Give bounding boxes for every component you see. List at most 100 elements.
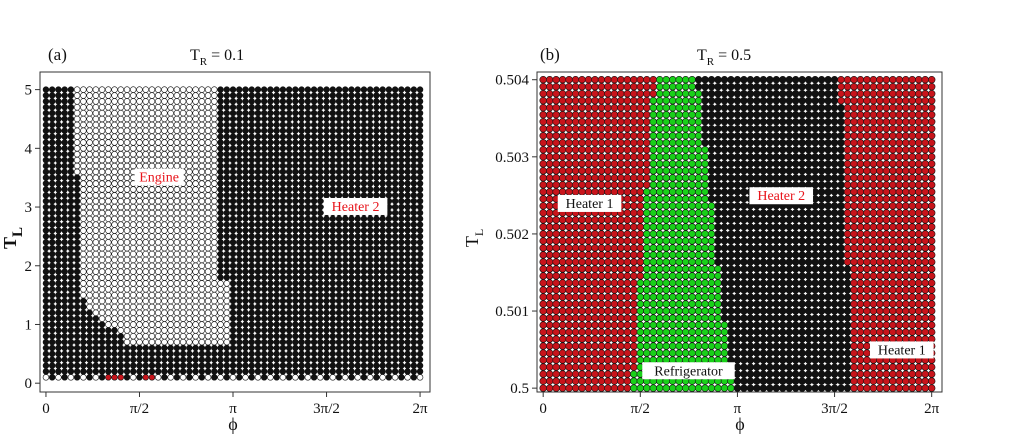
data-point (148, 104, 156, 111)
data-point (360, 156, 368, 164)
data-point (373, 186, 380, 193)
data-point (61, 168, 68, 176)
data-point (746, 370, 755, 378)
panel-a-title: TR = 0.1 (190, 47, 244, 68)
data-point (792, 377, 800, 385)
data-point (123, 256, 131, 264)
data-point (92, 256, 100, 264)
data-point (323, 338, 330, 346)
data-point (179, 256, 187, 264)
data-point (348, 286, 355, 293)
data-point (154, 286, 162, 293)
data-point (630, 230, 638, 238)
data-point (167, 297, 174, 305)
data-point (379, 291, 386, 299)
data-point (342, 162, 349, 170)
data-point (379, 274, 386, 281)
data-point (179, 215, 187, 222)
data-point (779, 349, 787, 357)
data-point (785, 139, 793, 147)
data-point (804, 342, 813, 350)
data-point (48, 192, 56, 199)
data-point (772, 167, 780, 175)
data-point (98, 104, 106, 111)
data-point (304, 350, 312, 358)
data-point (317, 374, 324, 381)
data-point (236, 268, 243, 275)
data-point (785, 377, 793, 385)
data-point (753, 223, 761, 231)
data-point (223, 151, 230, 158)
data-point (714, 321, 722, 329)
data-point (643, 209, 651, 217)
data-point (317, 239, 324, 246)
data-point (410, 221, 418, 228)
data-point (792, 174, 800, 182)
data-point (123, 145, 131, 152)
data-point (130, 244, 137, 252)
data-point (379, 92, 386, 99)
data-point (766, 251, 774, 259)
data-point (385, 327, 393, 334)
data-point (578, 300, 586, 308)
data-point (398, 362, 405, 369)
data-point (617, 181, 625, 189)
data-point (267, 356, 274, 363)
data-point (342, 186, 349, 193)
data-point (148, 268, 156, 275)
data-point (675, 188, 683, 196)
data-point (329, 174, 336, 181)
data-point (662, 125, 670, 133)
data-point (610, 293, 619, 301)
data-point (42, 274, 50, 281)
data-point (279, 239, 287, 246)
data-point (746, 167, 755, 175)
data-point (410, 268, 418, 275)
data-point (727, 104, 735, 112)
data-point (73, 374, 81, 381)
data-point (304, 168, 312, 176)
data-point (707, 174, 716, 182)
data-point (617, 76, 625, 84)
data-point (317, 280, 324, 287)
data-point (539, 153, 547, 161)
data-point (366, 168, 374, 176)
data-point (701, 202, 709, 210)
data-point (42, 309, 50, 316)
data-point (161, 350, 168, 358)
data-point (242, 203, 249, 211)
annotation-background (134, 168, 184, 186)
data-point (242, 121, 249, 129)
data-point (675, 216, 683, 224)
data-point (123, 233, 131, 240)
data-point (111, 262, 118, 269)
data-point (630, 76, 638, 84)
data-point (80, 327, 87, 334)
data-point (223, 127, 230, 134)
data-point (335, 162, 343, 170)
data-point (779, 111, 787, 119)
data-point (591, 279, 599, 287)
data-point (354, 239, 361, 246)
data-point (67, 286, 75, 293)
data-point (373, 362, 380, 369)
data-point (649, 230, 657, 238)
data-point (229, 333, 237, 340)
data-point (404, 315, 411, 322)
data-point (279, 280, 287, 287)
data-point (410, 286, 418, 293)
data-point (229, 156, 237, 164)
data-point (416, 333, 424, 340)
data-point (229, 262, 237, 269)
data-point (130, 356, 137, 363)
data-point (804, 146, 813, 154)
data-point (604, 223, 612, 231)
data-point (727, 328, 735, 336)
data-point (811, 314, 819, 322)
data-point (179, 133, 187, 140)
data-point (636, 174, 645, 182)
data-point (167, 244, 174, 252)
data-point (649, 300, 657, 308)
data-point (398, 215, 405, 222)
data-point (67, 309, 75, 316)
